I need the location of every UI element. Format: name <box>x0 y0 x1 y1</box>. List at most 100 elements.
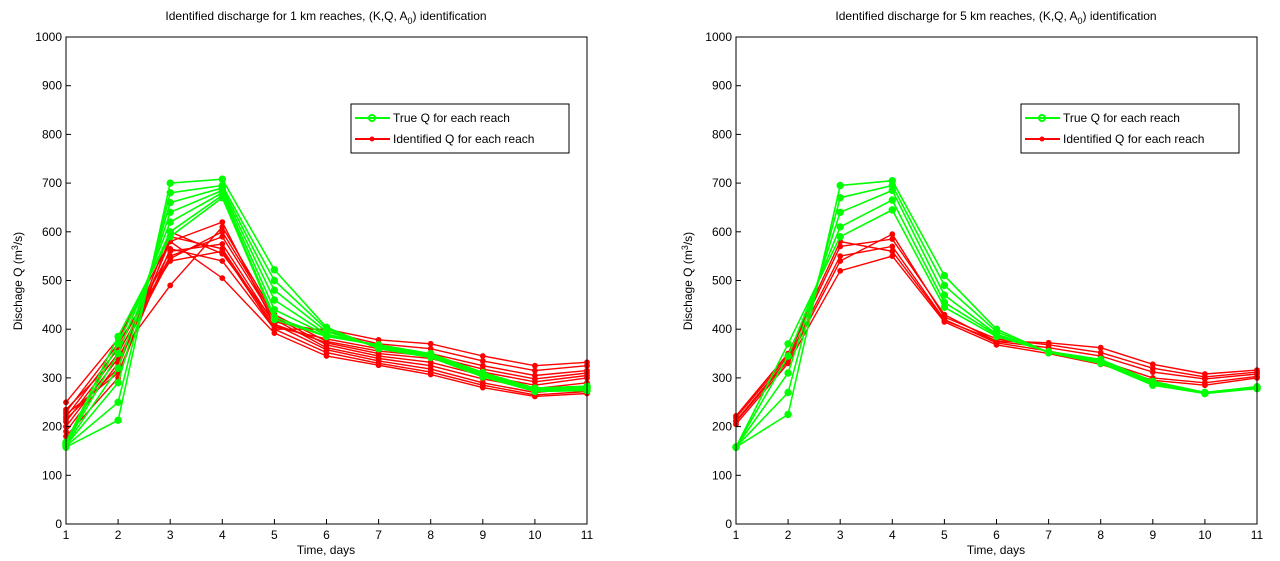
true-q-point <box>114 398 122 406</box>
true-q-point <box>836 233 844 241</box>
y-axis-label: Dischage Q (m3/s) <box>680 232 695 330</box>
x-tick-label: 2 <box>115 528 122 542</box>
true-q-point <box>114 416 122 424</box>
identified-q-line-1 <box>65 240 588 403</box>
identified-q-point <box>532 372 538 379</box>
identified-q-point <box>219 258 226 264</box>
true-q-point <box>218 175 227 183</box>
x-tick-label: 2 <box>785 528 792 542</box>
x-tick-label: 1 <box>63 528 70 542</box>
identified-q-point <box>532 362 538 369</box>
identified-q-point <box>479 362 486 369</box>
y-tick-label: 200 <box>712 420 732 434</box>
true-q-point <box>374 341 383 349</box>
x-axis-label: Time, days <box>297 543 355 557</box>
true-q-point <box>1097 355 1105 364</box>
identified-q-point <box>219 219 226 226</box>
true-q-point <box>836 223 844 231</box>
true-q-point <box>114 349 122 358</box>
true-q-point <box>322 332 331 341</box>
identified-q-point <box>167 255 174 262</box>
x-tick-label: 9 <box>1149 528 1156 542</box>
true-q-point <box>531 384 539 392</box>
legend-true-label: True Q for each reach <box>393 111 510 125</box>
true-q-point <box>940 271 949 280</box>
x-tick-label: 11 <box>581 528 594 542</box>
y-tick-label: 1000 <box>35 30 62 44</box>
identified-q-point <box>219 275 226 282</box>
identified-q-point <box>889 231 896 238</box>
true-q-point <box>270 276 279 285</box>
y-tick-label: 300 <box>42 371 62 385</box>
tick-labels: 1 2 3 4 5 6 7 8 9 10 11 0 100 200 300 400 500 600 700 800 90… <box>705 30 1263 542</box>
true-q-point <box>940 281 949 290</box>
true-q-point <box>888 196 896 204</box>
true-q-point <box>270 266 279 274</box>
y-tick-label: 400 <box>712 322 732 336</box>
y-tick-label: 800 <box>42 127 62 141</box>
true-q-point <box>784 410 792 419</box>
legend-true-marker <box>368 114 376 122</box>
true-q-point <box>888 206 896 214</box>
true-q-line-3 <box>65 187 588 446</box>
y-tick-label: 1000 <box>705 30 732 44</box>
y-tick-label: 800 <box>712 127 732 141</box>
y-tick-label: 100 <box>712 468 732 482</box>
tick-labels: 1 2 3 4 5 6 7 8 9 10 11 0 100 200 300 400 500 600 700 800 90… <box>35 30 593 542</box>
chart-5km: Identified discharge for 5 km reaches, (… <box>680 9 1264 557</box>
true-q-line-1 <box>65 178 588 448</box>
y-tick-label: 500 <box>42 274 62 288</box>
chart-1km: Identified discharge for 1 km reaches, (… <box>10 9 594 557</box>
true-q-point <box>1201 388 1209 397</box>
x-tick-label: 3 <box>837 528 844 542</box>
y-tick-label: 700 <box>712 176 732 190</box>
identified-q-point <box>889 243 896 250</box>
y-tick-label: 900 <box>42 79 62 93</box>
identified-q-point <box>837 267 844 274</box>
y-tick-label: 0 <box>55 517 62 531</box>
identified-q-point <box>837 258 844 264</box>
y-tick-label: 600 <box>712 225 732 239</box>
identified-q-point <box>1202 371 1208 377</box>
legend-identified-label: Identified Q for each reach <box>393 132 534 146</box>
x-tick-label: 1 <box>733 528 740 542</box>
x-tick-label: 6 <box>993 528 1000 542</box>
x-tick-label: 4 <box>889 528 896 542</box>
true-q-point <box>114 379 122 387</box>
legend-box <box>1020 103 1240 154</box>
true-q-point <box>427 349 435 358</box>
true-q-point <box>784 340 792 348</box>
true-q-point <box>1149 377 1157 385</box>
legend: True Q for each reach Identified Q for e… <box>1020 103 1240 154</box>
chart-title: Identified discharge for 1 km reaches, (… <box>165 9 486 26</box>
y-axis-label: Dischage Q (m3/s) <box>10 232 25 330</box>
x-tick-label: 11 <box>1251 528 1264 542</box>
x-tick-label: 7 <box>375 528 382 542</box>
x-tick-label: 4 <box>219 528 226 542</box>
identified-q-point <box>219 250 226 257</box>
true-q-line-1 <box>735 179 1258 448</box>
x-tick-label: 7 <box>1045 528 1052 542</box>
x-tick-label: 10 <box>528 528 542 542</box>
y-tick-label: 0 <box>725 517 732 531</box>
true-q-point <box>992 332 1001 341</box>
true-q-point <box>784 388 792 397</box>
legend-true-marker <box>1038 114 1046 122</box>
y-tick-label: 200 <box>42 420 62 434</box>
true-q-point <box>940 303 949 311</box>
true-q-point <box>166 218 174 226</box>
identified-q-point <box>167 245 174 252</box>
identified-q-point <box>1097 344 1104 351</box>
true-q-line-4 <box>65 189 588 446</box>
x-axis-label: Time, days <box>967 543 1025 557</box>
true-q-line-6 <box>65 194 588 444</box>
true-q-point <box>218 194 227 202</box>
true-q-point <box>270 315 279 324</box>
y-tick-label: 600 <box>42 225 62 239</box>
identified-q-point <box>889 248 896 255</box>
identified-q-point <box>1149 361 1156 368</box>
x-tick-label: 5 <box>271 528 278 542</box>
true-q-point <box>888 186 896 195</box>
y-tick-label: 700 <box>42 176 62 190</box>
identified-q-point <box>479 353 486 359</box>
